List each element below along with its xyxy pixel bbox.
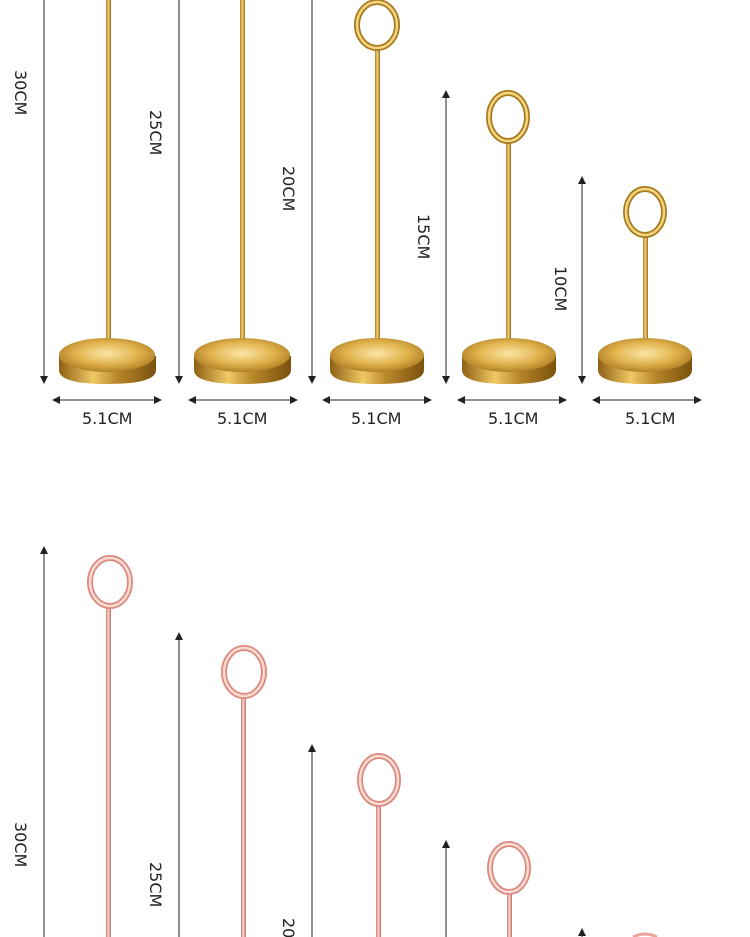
width-label: 5.1CM [625,409,675,428]
width-label: 5.1CM [351,409,401,428]
height-label: 20CM [279,166,298,211]
height-label: 30CM [11,70,30,115]
height-label: 25CM [146,110,165,155]
height-label: 30CM [11,822,30,867]
height-label: 25CM [146,862,165,907]
holder-rods [106,608,512,937]
holder-bases [59,338,692,384]
height-label: 20 [279,918,298,937]
height-label: 15CM [414,214,433,259]
height-dimension-lines [40,546,586,937]
holder-rods [106,0,648,344]
rose-gold-holder-set: 30CM 25CM 20 [11,546,658,937]
height-dimension-lines [40,0,586,384]
width-label: 5.1CM [488,409,538,428]
width-dimension-lines [52,396,702,404]
gold-holder-set: 30CM 25CM 20CM 15CM 10CM [11,0,702,428]
height-label: 10CM [551,266,570,311]
holder-rings [354,0,667,238]
width-label: 5.1CM [82,409,132,428]
width-label: 5.1CM [217,409,267,428]
holder-rings [87,555,658,937]
